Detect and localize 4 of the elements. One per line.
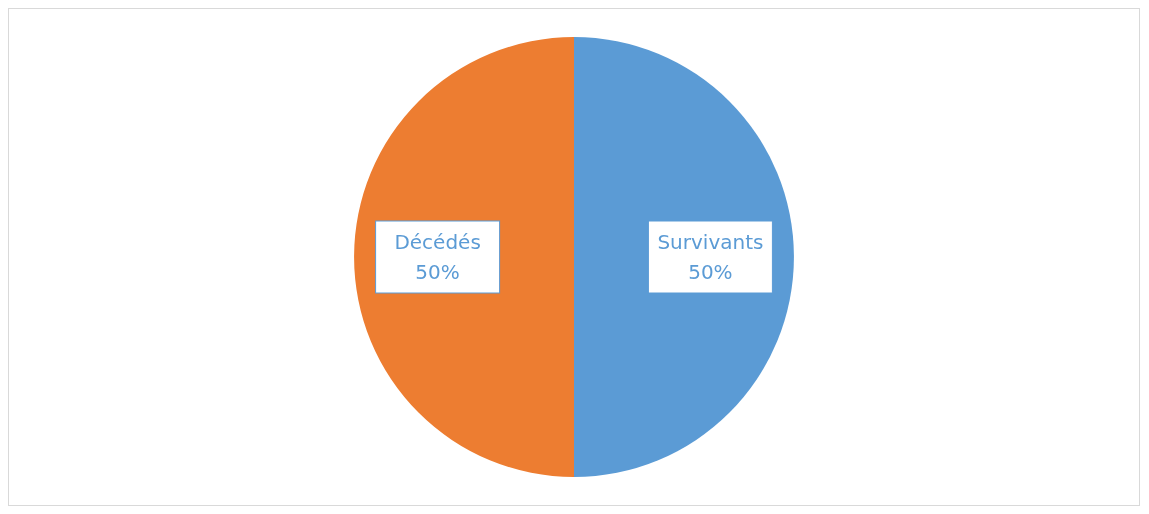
slice-label: Décédés bbox=[394, 230, 481, 254]
slice-label: Survivants bbox=[657, 230, 764, 254]
data-label: 50% bbox=[688, 260, 733, 284]
data-label: 50% bbox=[415, 260, 460, 284]
